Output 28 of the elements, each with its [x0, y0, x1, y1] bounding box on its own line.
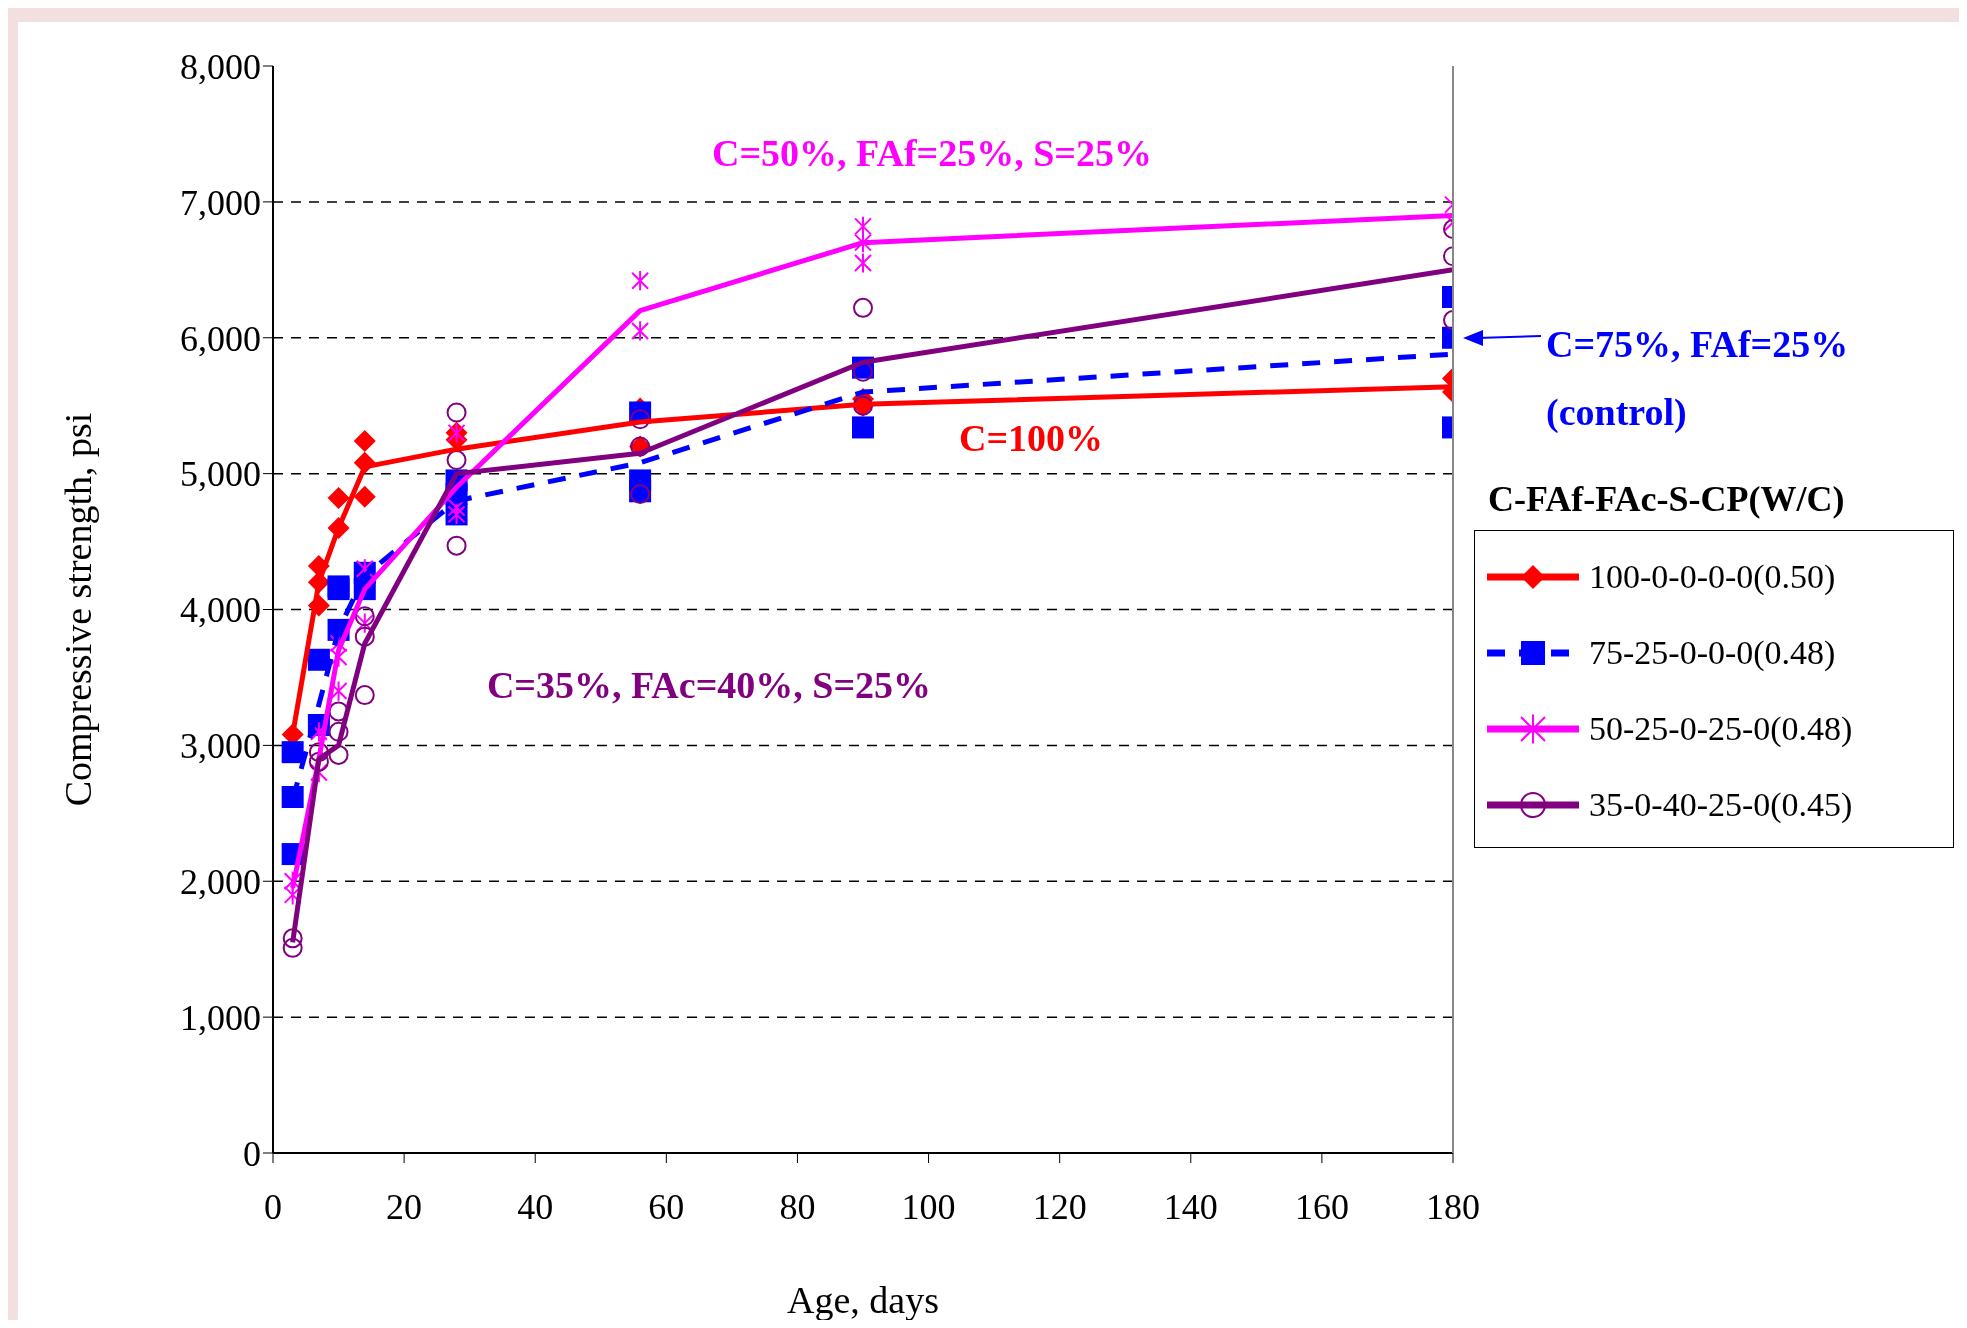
x-tick-label: 60 [648, 1186, 685, 1227]
y-tick-label: 1,000 [180, 997, 261, 1038]
annotation: C=35%, FAc=40%, S=25% [486, 663, 932, 707]
x-tick-label: 160 [1294, 1186, 1349, 1227]
legend-label: 75-25-0-0-0(0.48) [1589, 634, 1836, 672]
annotation: C=100% [958, 416, 1104, 460]
y-tick-label: 6,000 [180, 318, 261, 359]
y-tick-label: 5,000 [180, 454, 261, 495]
x-tick-label: 120 [1032, 1186, 1087, 1227]
annotation: C=50%, FAf=25%, S=25% [711, 131, 1153, 175]
legend-label: 35-0-40-25-0(0.45) [1589, 786, 1853, 824]
legend-label: 50-25-0-25-0(0.48) [1589, 710, 1853, 748]
legend-label: 100-0-0-0-0(0.50) [1589, 558, 1836, 596]
y-tick-label: 2,000 [180, 862, 261, 903]
y-tick-label: 0 [243, 1133, 261, 1174]
y-tick-label: 8,000 [180, 46, 261, 87]
x-tick-label: 20 [386, 1186, 423, 1227]
x-tick-label: 40 [517, 1186, 554, 1227]
legend-title: C-FAf-FAc-S-CP(W/C) [1488, 478, 1846, 520]
y-tick-label: 4,000 [180, 590, 261, 631]
x-tick-label: 180 [1426, 1186, 1480, 1227]
x-tick-label: 80 [779, 1186, 816, 1227]
x-tick-label: 100 [901, 1186, 956, 1227]
y-axis-title: Compressive strength, psi [57, 412, 100, 807]
annotation: C=75%, FAf=25% (control) [1546, 321, 1849, 435]
y-tick-label: 3,000 [180, 726, 261, 767]
x-tick-label: 140 [1163, 1186, 1218, 1227]
y-tick-label: 7,000 [180, 182, 261, 223]
